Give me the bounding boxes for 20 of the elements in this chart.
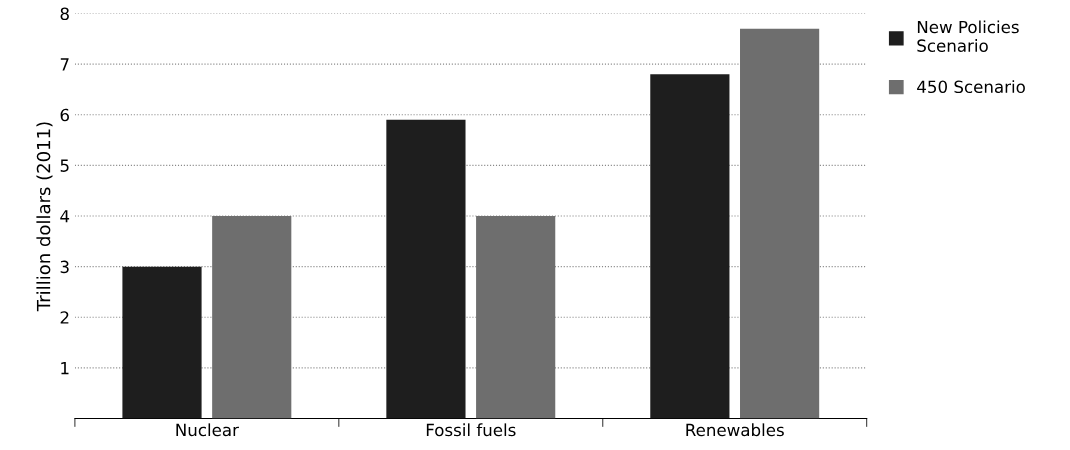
bar xyxy=(476,216,556,419)
bar xyxy=(122,266,202,419)
y-tick-label: 1 xyxy=(61,362,69,375)
y-tick-label: 7 xyxy=(60,58,69,71)
x-tick-label: Renewables xyxy=(686,423,784,437)
x-tick-label: Nuclear xyxy=(176,423,239,437)
bar xyxy=(212,216,292,419)
bar xyxy=(386,119,466,419)
y-axis-title: Trillion dollars (2011) xyxy=(36,122,53,312)
y-tick-label: 2 xyxy=(60,311,69,324)
x-tick-label: Fossil fuels xyxy=(426,423,516,437)
y-tick-label: 5 xyxy=(60,159,69,172)
legend-label: New Policies Scenario xyxy=(917,20,1019,52)
bar xyxy=(650,74,730,419)
y-tick-label: 6 xyxy=(60,108,69,122)
y-tick-label: 4 xyxy=(60,210,70,223)
bar xyxy=(740,28,820,419)
y-tick-label: 3 xyxy=(60,260,69,274)
legend-label: 450 Scenario xyxy=(917,80,1025,94)
y-tick-label: 8 xyxy=(60,7,69,21)
